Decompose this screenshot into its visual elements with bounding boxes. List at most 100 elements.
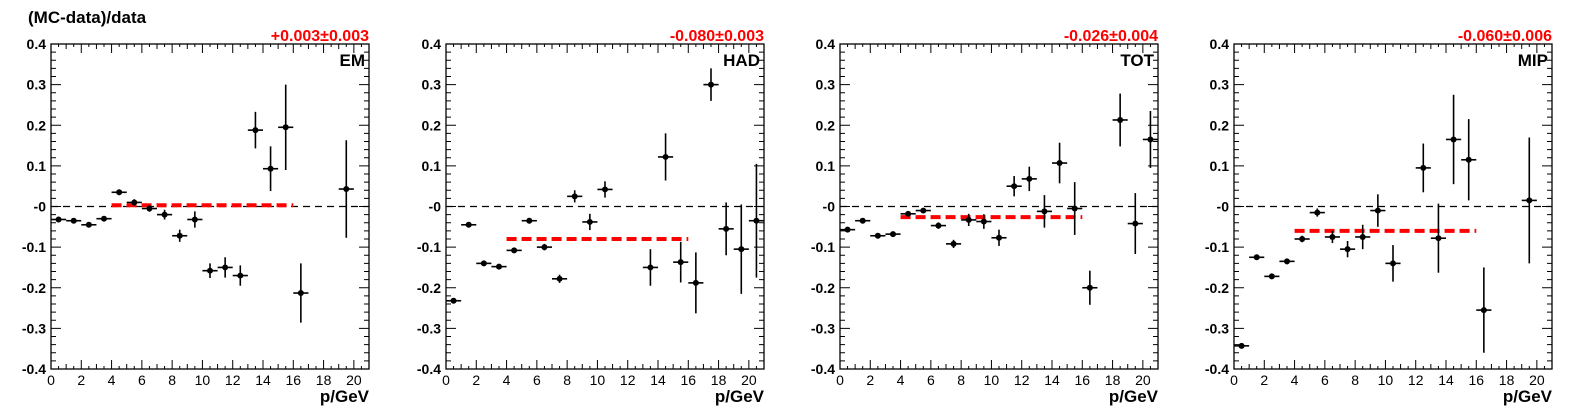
x-tick-label: 8 bbox=[1351, 372, 1359, 388]
x-tick-label: 4 bbox=[503, 372, 511, 388]
data-point bbox=[247, 111, 263, 149]
point-marker bbox=[723, 225, 730, 232]
data-point bbox=[1294, 235, 1310, 243]
point-marker bbox=[662, 153, 669, 160]
x-tick-label: 2 bbox=[77, 372, 85, 388]
x-tick-label: 10 bbox=[195, 372, 211, 388]
y-tick-label: -0.1 bbox=[417, 239, 441, 255]
point-marker bbox=[920, 207, 927, 214]
data-point bbox=[1415, 143, 1431, 193]
data-point bbox=[900, 210, 916, 217]
data-point bbox=[521, 217, 537, 224]
point-marker bbox=[511, 247, 518, 254]
point-marker bbox=[905, 210, 912, 217]
x-axis-label: p/GeV bbox=[320, 387, 370, 406]
y-tick-label: -0.2 bbox=[1205, 280, 1229, 296]
y-tick-label: 0.1 bbox=[816, 158, 836, 174]
data-point bbox=[338, 140, 354, 238]
point-marker bbox=[890, 231, 896, 238]
point-marker bbox=[207, 267, 213, 274]
x-tick-label: 14 bbox=[1438, 372, 1454, 388]
point-marker bbox=[1132, 220, 1139, 227]
y-tick-label: -0.4 bbox=[22, 361, 46, 377]
x-tick-label: 0 bbox=[442, 372, 450, 388]
point-marker bbox=[1117, 116, 1124, 123]
point-marker bbox=[1374, 207, 1381, 214]
point-marker bbox=[131, 199, 138, 206]
x-tick-label: 0 bbox=[47, 372, 55, 388]
fit-value-label: +0.003±0.003 bbox=[271, 28, 369, 45]
y-tick-label: 0.1 bbox=[422, 158, 442, 174]
panel-label: HAD bbox=[723, 51, 760, 70]
data-point bbox=[1036, 195, 1052, 228]
y-tick-label: 0.4 bbox=[816, 36, 836, 52]
x-tick-label: 12 bbox=[1014, 372, 1030, 388]
data-point bbox=[930, 222, 946, 229]
x-tick-label: 16 bbox=[1468, 372, 1484, 388]
data-point bbox=[1446, 94, 1462, 185]
data-point bbox=[461, 221, 477, 228]
y-tick-label: 0.2 bbox=[422, 117, 442, 133]
point-marker bbox=[586, 218, 593, 225]
data-point bbox=[81, 221, 97, 228]
data-point bbox=[840, 226, 856, 233]
data-point bbox=[506, 247, 522, 254]
point-marker bbox=[1314, 209, 1321, 216]
data-point bbox=[51, 216, 67, 223]
x-axis-label: p/GeV bbox=[715, 387, 765, 406]
point-marker bbox=[1435, 235, 1442, 242]
x-tick-label: 18 bbox=[1105, 372, 1121, 388]
x-axis-label: p/GeV bbox=[1503, 387, 1553, 406]
data-point bbox=[961, 213, 977, 226]
fit-value-label: -0.080±0.003 bbox=[670, 28, 764, 45]
point-marker bbox=[996, 234, 1002, 241]
x-tick-label: 18 bbox=[1499, 372, 1515, 388]
x-tick-label: 8 bbox=[563, 372, 571, 388]
point-marker bbox=[252, 127, 259, 134]
x-tick-label: 8 bbox=[957, 372, 965, 388]
data-point bbox=[885, 231, 901, 238]
y-tick-label: 0.4 bbox=[27, 36, 47, 52]
point-marker bbox=[1526, 197, 1533, 204]
y-tick-label: -0.1 bbox=[22, 239, 46, 255]
y-tick-label: 0.3 bbox=[422, 77, 442, 93]
y-tick-label: -0 bbox=[429, 199, 442, 215]
figure-ylabel: (MC-data)/data bbox=[28, 8, 147, 27]
x-tick-label: 2 bbox=[1260, 372, 1268, 388]
y-tick-label: -0.3 bbox=[22, 320, 46, 336]
point-marker bbox=[1086, 284, 1093, 291]
x-tick-label: 16 bbox=[1074, 372, 1090, 388]
x-tick-label: 4 bbox=[108, 372, 116, 388]
data-point bbox=[1521, 137, 1537, 264]
x-tick-label: 2 bbox=[866, 372, 874, 388]
point-marker bbox=[496, 263, 502, 270]
panel-em: 0 2 4 6 8 10 12 14 16 18 20 -0.4 -0.3 -0.2 -0.1 -0 0.1 0.… bbox=[22, 28, 370, 406]
data-point bbox=[172, 229, 188, 242]
data-point bbox=[855, 217, 871, 224]
data-point bbox=[1476, 267, 1492, 353]
data-point bbox=[642, 249, 658, 286]
y-tick-label: 0.1 bbox=[27, 158, 47, 174]
panel-tot: 0 2 4 6 8 10 12 14 16 18 20 -0.4 -0.3 -0.2 -0.1 -0 0.1 0.… bbox=[811, 28, 1159, 406]
y-tick-label: -0.2 bbox=[417, 280, 441, 296]
point-marker bbox=[1056, 160, 1063, 167]
y-tick-label: -0.3 bbox=[1205, 320, 1229, 336]
data-point bbox=[111, 189, 127, 196]
point-marker bbox=[692, 279, 699, 286]
data-point bbox=[1142, 111, 1158, 168]
point-marker bbox=[297, 290, 304, 297]
x-tick-label: 4 bbox=[897, 372, 905, 388]
point-marker bbox=[450, 297, 457, 304]
point-marker bbox=[1465, 156, 1472, 163]
data-point bbox=[141, 205, 157, 212]
data-point bbox=[1309, 208, 1325, 217]
y-tick-label: -0.3 bbox=[811, 320, 835, 336]
data-point bbox=[748, 163, 764, 278]
point-marker bbox=[55, 216, 62, 223]
data-point bbox=[1112, 93, 1128, 147]
y-tick-label: 0.4 bbox=[422, 36, 442, 52]
point-marker bbox=[146, 205, 153, 212]
point-marker bbox=[1011, 183, 1018, 190]
point-marker bbox=[1480, 307, 1487, 314]
data-point bbox=[217, 257, 233, 278]
